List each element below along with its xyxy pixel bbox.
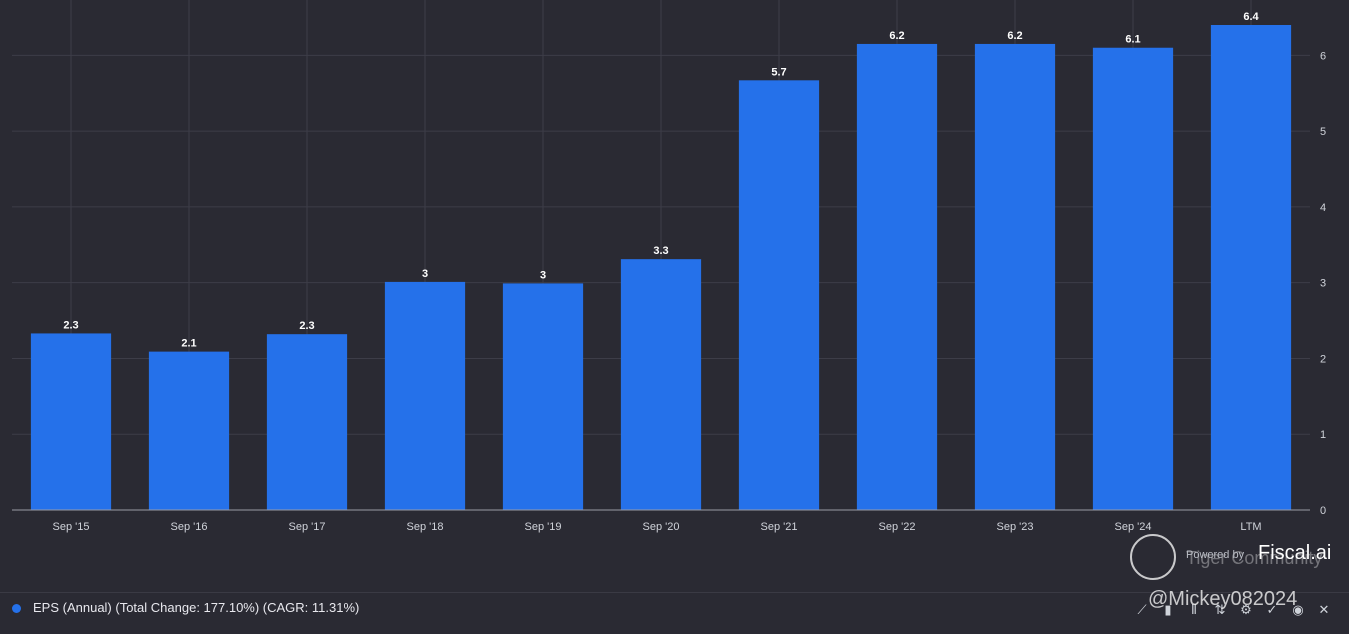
data-label: 3: [422, 268, 428, 280]
data-label: 3: [540, 269, 546, 281]
tiger-logo-icon: [1130, 534, 1176, 580]
bar[interactable]: [856, 43, 938, 510]
data-label: 6.2: [889, 30, 904, 42]
legend-series-label[interactable]: EPS (Annual) (Total Change: 177.10%) (CA…: [33, 600, 360, 615]
bar[interactable]: [620, 259, 702, 510]
bar[interactable]: [502, 283, 584, 510]
legend-bar: EPS (Annual) (Total Change: 177.10%) (CA…: [0, 592, 1349, 634]
x-tick-label: Sep '16: [171, 521, 208, 533]
x-tick-label: Sep '17: [289, 521, 326, 533]
bar[interactable]: [1210, 25, 1292, 510]
branding: Tiger Community Powered by Fiscal.ai: [1130, 532, 1340, 586]
data-label: 2.3: [63, 319, 78, 331]
x-tick-label: Sep '20: [643, 521, 680, 533]
bar-chart-icon[interactable]: ▮: [1164, 602, 1172, 617]
y-tick-label: 5: [1320, 126, 1326, 138]
x-tick-label: Sep '24: [1115, 521, 1152, 533]
x-tick-label: Sep '19: [525, 521, 562, 533]
data-label: 5.7: [771, 66, 786, 78]
x-tick-label: Sep '21: [761, 521, 798, 533]
y-tick-label: 3: [1320, 278, 1326, 290]
data-label: 3.3: [653, 245, 668, 257]
columns-icon[interactable]: ⫴: [1191, 602, 1197, 617]
x-tick-label: Sep '15: [53, 521, 90, 533]
line-chart-icon[interactable]: ⟋: [1137, 602, 1147, 617]
data-label: 6.4: [1243, 11, 1259, 23]
close-icon[interactable]: ✕: [1318, 602, 1330, 617]
y-tick-label: 1: [1320, 429, 1326, 441]
data-label: 2.1: [181, 338, 196, 350]
y-tick-label: 0: [1320, 505, 1326, 517]
brand-overlay: Tiger Community: [1186, 548, 1323, 568]
bar[interactable]: [266, 334, 348, 510]
settings-icon[interactable]: ⚙: [1240, 602, 1252, 617]
bar[interactable]: [148, 351, 230, 510]
y-tick-label: 4: [1320, 202, 1326, 214]
bar[interactable]: [384, 281, 466, 510]
x-tick-label: Sep '22: [879, 521, 916, 533]
data-label: 6.1: [1125, 34, 1140, 46]
x-tick-label: Sep '18: [407, 521, 444, 533]
bar[interactable]: [1092, 47, 1174, 510]
brand-name: Fiscal.ai: [1258, 542, 1332, 564]
bar[interactable]: [30, 333, 112, 510]
check-icon[interactable]: ✓: [1266, 602, 1278, 617]
watermark: @Mickey082024: [1148, 588, 1298, 610]
chart-toolbar: ⟋ ▮ ⫴ ⇅ ⚙ ✓ ◉ ✕: [1131, 599, 1335, 621]
data-label: 2.3: [299, 320, 314, 332]
eye-icon[interactable]: ◉: [1292, 602, 1304, 617]
bar[interactable]: [974, 43, 1056, 510]
powered-by-label: Powered by: [1186, 549, 1245, 561]
y-tick-label: 6: [1320, 50, 1326, 62]
legend-dot-icon: [12, 604, 21, 613]
bar[interactable]: [738, 80, 820, 510]
y-tick-label: 2: [1320, 353, 1326, 365]
x-tick-label: Sep '23: [997, 521, 1034, 533]
eps-bar-chart: 2.3 2.1 2.3 3 3 3.3 5.7 6.2 6.2 6.1 6.4 0 1 2 3 4 5 6 Sep…: [12, 0, 1326, 533]
x-tick-label: LTM: [1240, 521, 1261, 533]
sort-icon[interactable]: ⇅: [1214, 602, 1226, 617]
data-label: 6.2: [1007, 30, 1022, 42]
